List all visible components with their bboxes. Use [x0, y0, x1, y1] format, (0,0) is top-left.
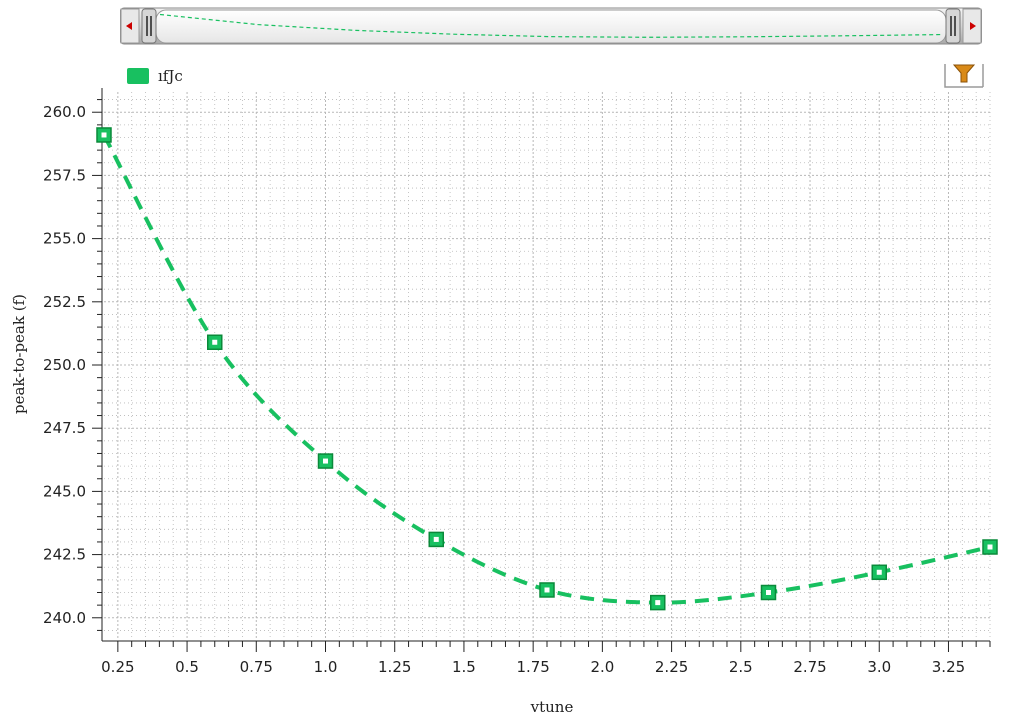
x-tick-label: 2.0 — [590, 658, 614, 676]
data-point — [96, 127, 112, 143]
line-chart: 0.25 0.5 0.75 1.0 1.25 1.5 1.75 2.0 2.25 2.5 2.75 3… — [10, 88, 998, 716]
y-tick-label: 252.5 — [43, 293, 86, 311]
range-handle-left[interactable] — [141, 8, 157, 44]
x-tick-label: 2.25 — [655, 658, 688, 676]
series-markers — [96, 127, 998, 611]
data-point-center — [101, 132, 107, 138]
plot-grid — [104, 92, 991, 638]
scroll-right-button[interactable] — [962, 8, 982, 44]
x-tick-label: 0.5 — [175, 658, 199, 676]
y-tick-label: 247.5 — [43, 419, 86, 437]
data-point — [539, 582, 555, 598]
filter-funnel-icon — [952, 64, 976, 83]
y-axis-title: peak-to-peak (f) — [10, 294, 28, 414]
y-tick-label: 250.0 — [43, 356, 86, 374]
x-tick-label: 0.75 — [240, 658, 273, 676]
y-tick-label: 255.0 — [43, 230, 86, 248]
data-point-center — [323, 458, 328, 464]
range-window[interactable] — [155, 9, 947, 44]
legend-swatch — [127, 68, 149, 84]
legend: ıfJc — [127, 66, 183, 86]
x-tick-label: 1.75 — [516, 658, 549, 676]
y-tick-label: 257.5 — [43, 166, 86, 184]
x-tick-label: 1.0 — [314, 658, 338, 676]
y-tick-label: 245.0 — [43, 482, 86, 500]
data-point-center — [987, 544, 993, 550]
triangle-right-icon — [970, 22, 976, 30]
x-axis-title: vtune — [530, 698, 574, 716]
data-point-center — [433, 536, 439, 542]
data-point-center — [876, 569, 882, 575]
y-axis: 240.0 242.5 245.0 247.5 250.0 252.5 255.0 257.5… — [43, 99, 102, 631]
data-point — [428, 531, 444, 548]
x-axis: 0.25 0.5 0.75 1.0 1.25 1.5 1.75 2.0 2.25 2.5 2.75 3… — [101, 641, 991, 676]
scroll-left-button[interactable] — [120, 8, 140, 44]
data-point — [317, 453, 334, 469]
filter-button[interactable] — [944, 60, 984, 88]
data-point-center — [655, 600, 661, 606]
x-tick-label: 1.5 — [452, 658, 476, 676]
x-tick-label: 2.75 — [793, 658, 826, 676]
x-tick-label: 1.25 — [378, 658, 411, 676]
x-tick-label: 0.25 — [101, 658, 134, 676]
x-tick-label: 3.0 — [867, 658, 891, 676]
data-point-center — [544, 587, 550, 593]
data-point — [650, 594, 666, 611]
x-tick-label: 3.25 — [932, 658, 965, 676]
data-point — [760, 584, 777, 601]
x-tick-label: 2.5 — [729, 658, 753, 676]
range-navigator[interactable] — [120, 6, 982, 46]
data-point — [207, 334, 223, 350]
y-tick-label: 242.5 — [43, 546, 86, 564]
data-point — [871, 564, 887, 581]
legend-label: ıfJc — [158, 67, 183, 85]
navigator-preview-line — [159, 13, 943, 38]
range-handle-right[interactable] — [945, 8, 961, 44]
triangle-left-icon — [126, 22, 132, 30]
data-point-center — [766, 590, 771, 595]
y-tick-label: 240.0 — [43, 609, 86, 627]
y-tick-label: 260.0 — [43, 103, 86, 121]
data-point — [982, 539, 998, 555]
data-point-center — [212, 339, 218, 345]
